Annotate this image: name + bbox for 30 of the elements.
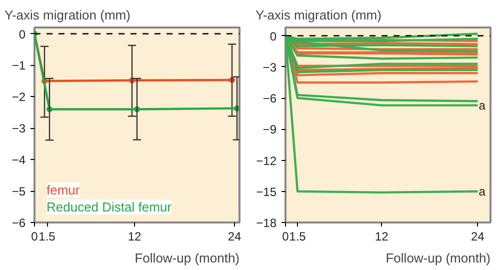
y-tick-label: 0 bbox=[270, 29, 277, 44]
chart-title: Y-axis migration (mm) bbox=[4, 8, 130, 22]
x-tick-label: 1.5 bbox=[289, 230, 306, 244]
y-tick-label: −6 bbox=[12, 216, 26, 230]
y-tick-label: −18 bbox=[256, 216, 277, 230]
y-tick-label: −15 bbox=[256, 184, 277, 199]
x-axis-title: Follow-up (month) bbox=[386, 250, 491, 266]
x-tick-label: 0 bbox=[31, 230, 38, 244]
y-tick-label: −12 bbox=[256, 154, 277, 168]
annotation: a bbox=[478, 184, 486, 198]
y-tick-label: −4 bbox=[12, 153, 26, 168]
y-tick-label: −9 bbox=[262, 122, 277, 137]
x-tick-label: 24 bbox=[471, 230, 485, 244]
x-tick-label: 12 bbox=[374, 230, 389, 244]
y-tick-label: −5 bbox=[12, 184, 26, 199]
x-axis-title: Follow-up (month) bbox=[134, 250, 240, 266]
x-tick-label: 1.5 bbox=[38, 230, 56, 244]
x-tick-label: 24 bbox=[228, 230, 242, 244]
y-tick-label: −3 bbox=[12, 122, 26, 136]
text: femur bbox=[46, 182, 80, 198]
y-tick-label: −1 bbox=[12, 58, 26, 73]
chart-title: Y-axis migration (mm) bbox=[256, 8, 382, 22]
x-tick-label: 0 bbox=[282, 230, 290, 244]
y-tick-label: 0 bbox=[18, 27, 26, 42]
y-tick-label: −6 bbox=[262, 92, 277, 106]
text: Reduced Distal femur bbox=[46, 200, 172, 214]
y-tick-label: −3 bbox=[262, 60, 277, 74]
x-tick-label: 12 bbox=[128, 230, 142, 244]
annotation: a bbox=[478, 98, 486, 112]
y-tick-label: −2 bbox=[12, 90, 26, 104]
